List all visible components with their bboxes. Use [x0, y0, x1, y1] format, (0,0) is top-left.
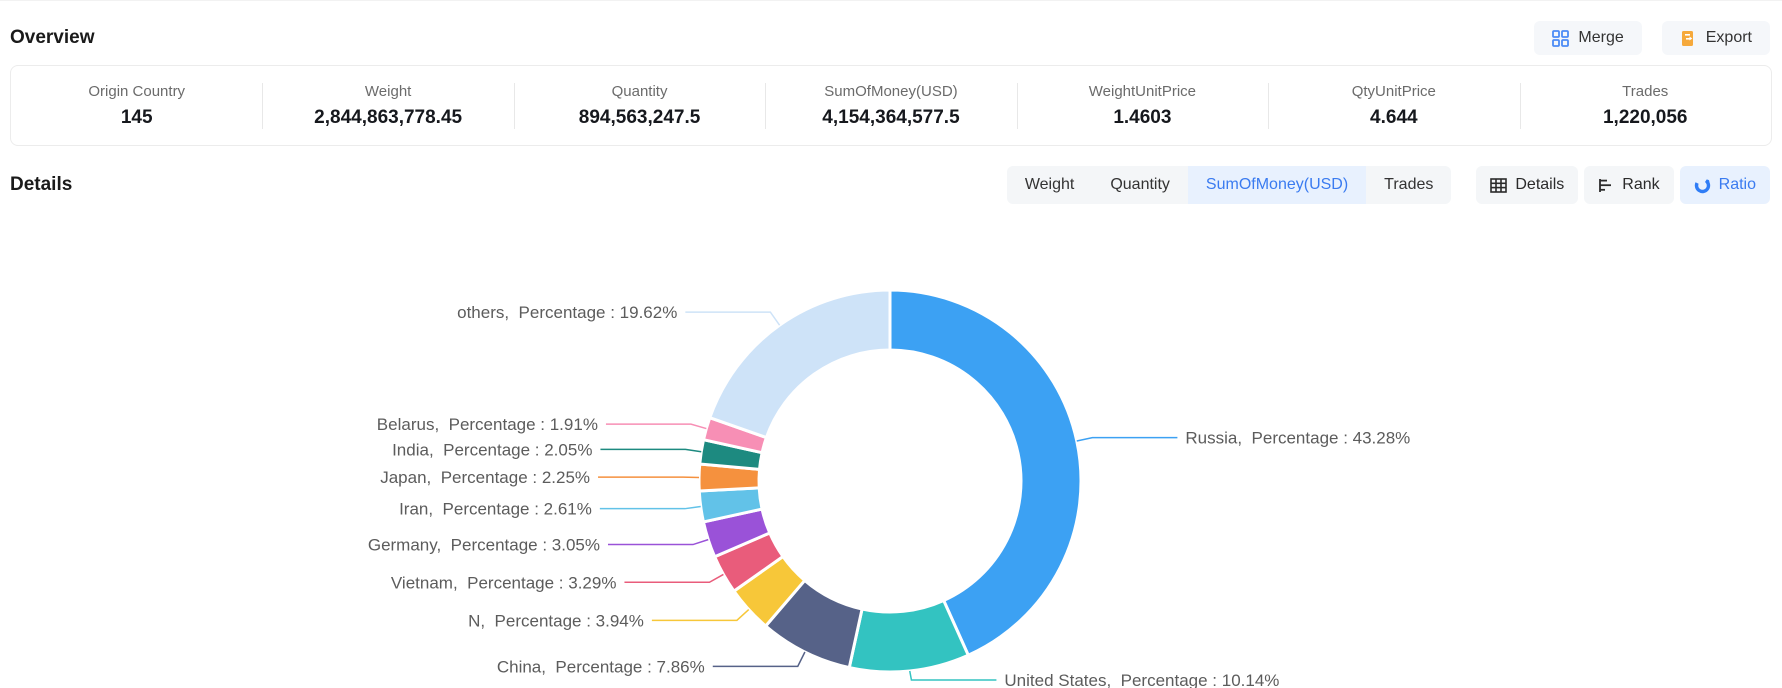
pie-label-iran: Iran, Percentage : 2.61%: [399, 500, 592, 519]
ratio-chart: Russia, Percentage : 43.28% United States…: [0, 210, 1782, 688]
tab-rank-view[interactable]: Rank: [1584, 166, 1674, 204]
pie-leader-line: [607, 538, 709, 546]
tab-weight[interactable]: Weight: [1006, 166, 1093, 204]
merge-button-label: Merge: [1578, 29, 1624, 46]
pie-label-india: India, Percentage : 2.05%: [392, 440, 592, 459]
donut-icon: [1694, 177, 1711, 194]
overview-stats-card: Origin Country 145 Weight 2,844,863,778.…: [10, 65, 1772, 146]
tab-details-view[interactable]: Details: [1476, 166, 1579, 204]
pie-slice-russia[interactable]: [888, 288, 1083, 657]
view-tab-label: Ratio: [1718, 176, 1756, 193]
stat-value: 4.644: [1370, 106, 1418, 128]
tab-quantity[interactable]: Quantity: [1092, 166, 1188, 204]
stat-value: 1.4603: [1113, 106, 1172, 128]
stat-value: 894,563,247.5: [578, 106, 701, 128]
stat-qtyunitprice: QtyUnitPrice 4.644: [1268, 66, 1519, 145]
merge-button[interactable]: Merge: [1534, 21, 1642, 55]
pie-leader-line: [599, 505, 701, 510]
pie-label-japan: Japan, Percentage : 2.25%: [380, 468, 590, 487]
pie-label-n: N, Percentage : 3.94%: [468, 611, 644, 630]
stat-value: 1,220,056: [1602, 106, 1688, 128]
pie-leader-line: [1076, 436, 1178, 442]
merge-icon: [1552, 29, 1570, 47]
table-icon: [1490, 177, 1508, 193]
stat-label: Weight: [364, 82, 412, 100]
top-bar: Overview Merge Export: [0, 1, 1782, 59]
stat-weightunitprice: WeightUnitPrice 1.4603: [1017, 66, 1268, 145]
pie-leader-line: [712, 651, 806, 668]
export-icon: [1680, 30, 1697, 47]
pie-leader-line: [605, 423, 707, 430]
view-tab-label: Details: [1515, 176, 1565, 193]
view-tab-label: Rank: [1622, 176, 1660, 193]
details-title: Details: [10, 174, 73, 195]
rank-icon: [1598, 178, 1614, 193]
pie-label-vietnam: Vietnam, Percentage : 3.29%: [391, 573, 617, 592]
export-button-label: Export: [1705, 29, 1752, 46]
stat-sumofmoney-usd: SumOfMoney(USD) 4,154,364,577.5: [765, 66, 1016, 145]
stat-label: Origin Country: [88, 82, 186, 100]
pie-leader-line: [909, 670, 997, 681]
tab-trades[interactable]: Trades: [1366, 166, 1452, 204]
stat-label: SumOfMoney(USD): [824, 82, 958, 100]
tab-sumofmoney-usd[interactable]: SumOfMoney(USD): [1187, 166, 1367, 204]
stat-value: 145: [120, 106, 153, 128]
metric-tab-group: Weight Quantity SumOfMoney(USD) Trades: [1006, 166, 1452, 204]
pie-leader-line: [651, 608, 750, 622]
page-title: Overview: [10, 27, 95, 48]
pie-label-russia: Russia, Percentage : 43.28%: [1185, 429, 1410, 448]
pie-label-china: China, Percentage : 7.86%: [497, 657, 705, 676]
pie-leader-line: [685, 311, 781, 326]
details-toolbar: Details Weight Quantity SumOfMoney(USD) …: [10, 166, 1770, 204]
pie-label-germany: Germany, Percentage : 3.05%: [368, 536, 600, 555]
pie-leader-line: [600, 448, 702, 453]
stat-weight: Weight 2,844,863,778.45: [262, 66, 513, 145]
pie-label-others: others, Percentage : 19.62%: [457, 303, 677, 322]
pie-slice-others[interactable]: [708, 288, 892, 440]
pie-label-united-states: United States, Percentage : 10.14%: [1004, 671, 1279, 688]
export-button[interactable]: Export: [1661, 21, 1770, 55]
stat-label: WeightUnitPrice: [1088, 82, 1197, 100]
stat-label: Trades: [1622, 82, 1669, 100]
pie-leader-line: [624, 573, 724, 584]
stat-value: 2,844,863,778.45: [314, 106, 463, 128]
stat-label: Quantity: [611, 82, 668, 100]
stat-quantity: Quantity 894,563,247.5: [514, 66, 765, 145]
tab-ratio-view[interactable]: Ratio: [1679, 166, 1770, 204]
ratio-pie-chart: Russia, Percentage : 43.28% United States…: [368, 288, 1410, 688]
view-tab-group: Details Rank Ratio: [1476, 166, 1770, 204]
topbar-actions: Merge Export: [1534, 21, 1770, 55]
stat-trades: Trades 1,220,056: [1520, 66, 1771, 145]
stat-origin-country: Origin Country 145: [11, 66, 262, 145]
stat-label: QtyUnitPrice: [1351, 82, 1436, 100]
stat-value: 4,154,364,577.5: [822, 106, 960, 128]
pie-label-belarus: Belarus, Percentage : 1.91%: [377, 415, 598, 434]
